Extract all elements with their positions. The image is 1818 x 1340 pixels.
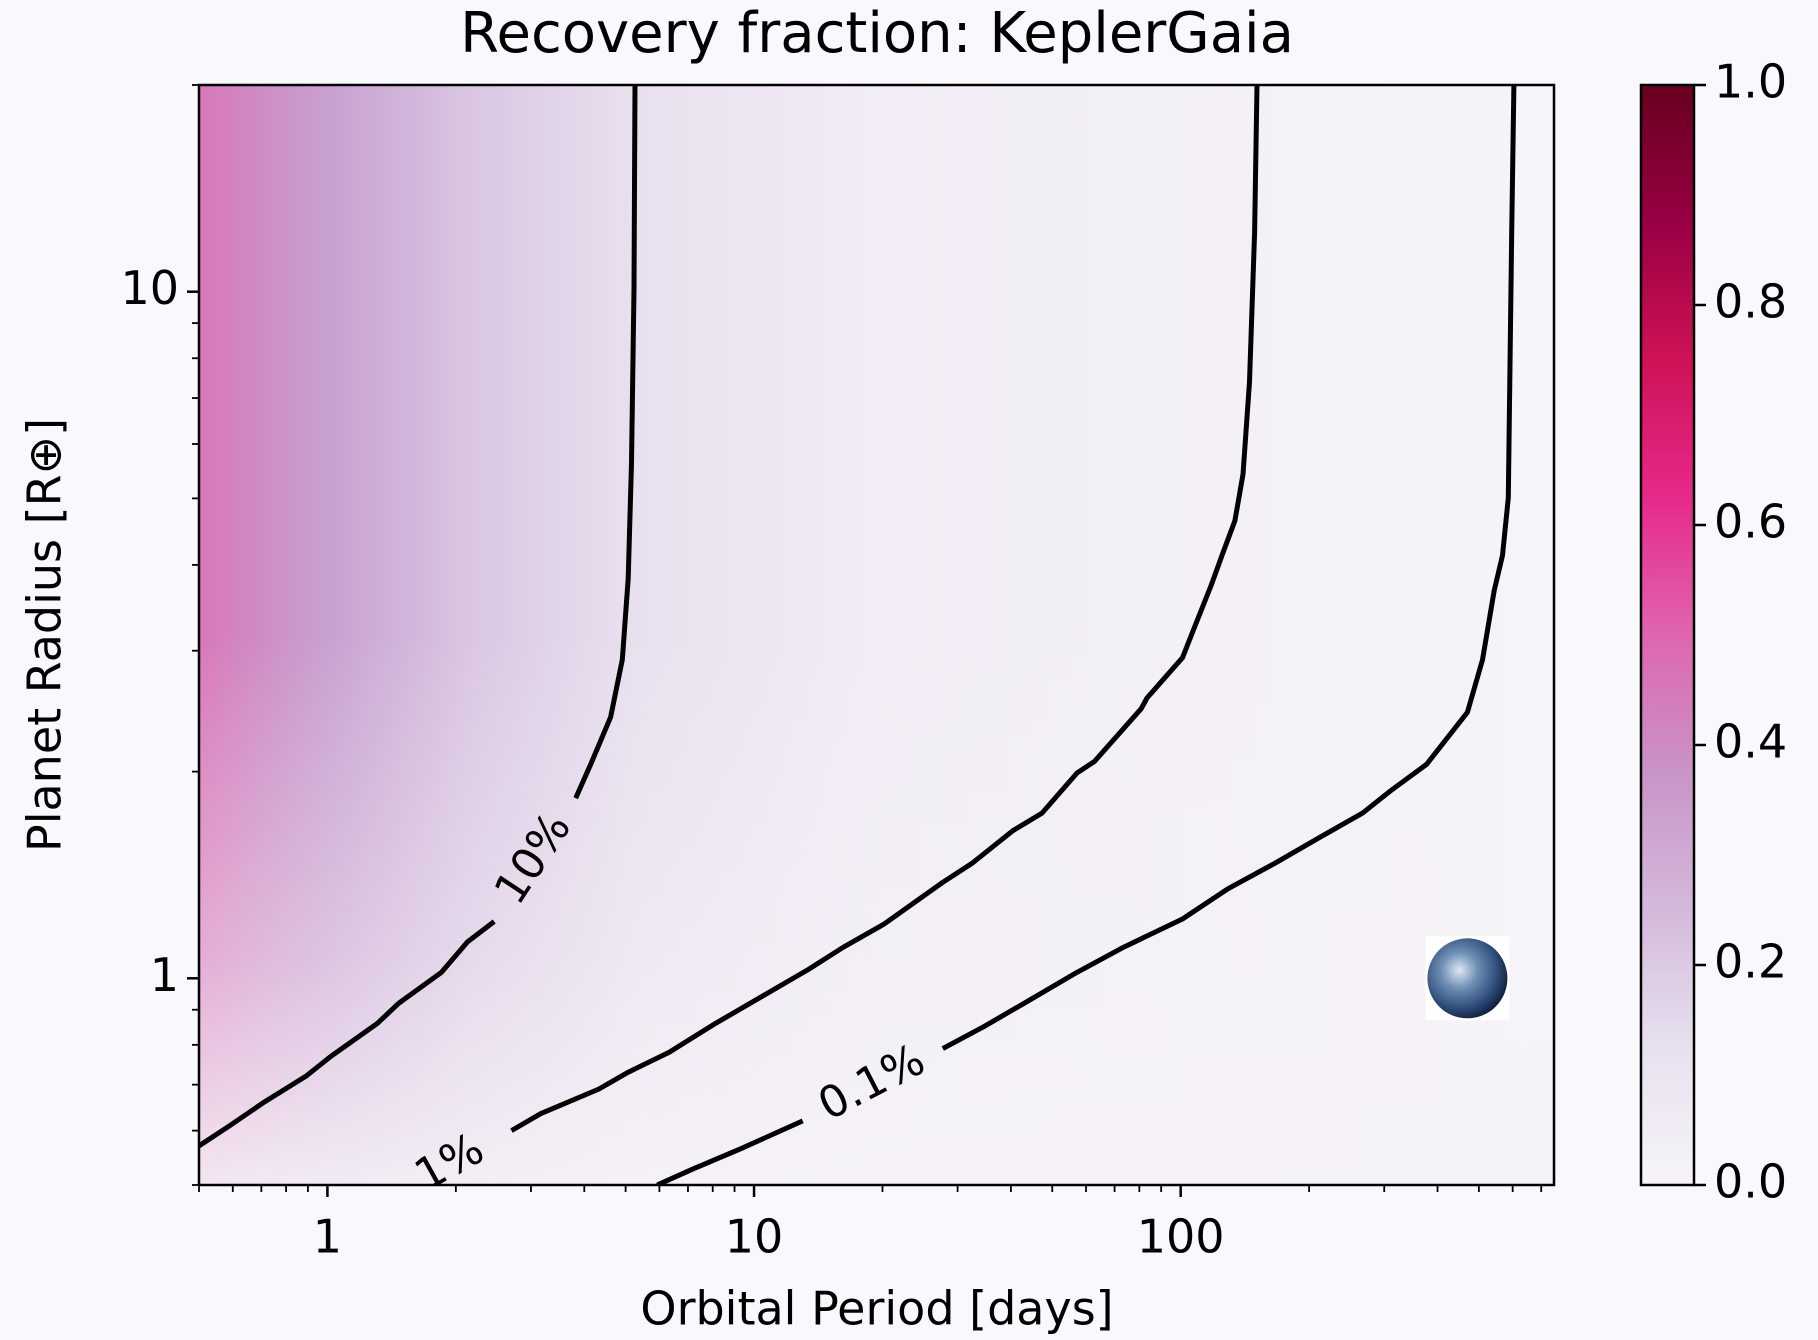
recovery-field-shade bbox=[199, 85, 1554, 1185]
y-axis-label: Planet Radius [R⊕] bbox=[18, 418, 72, 852]
x-tick-label: 10 bbox=[725, 1210, 784, 1264]
axes-frame bbox=[197, 83, 1556, 1187]
colorbar-tick-label: 0.4 bbox=[1714, 715, 1787, 769]
contour-line bbox=[199, 85, 638, 1148]
colorbar-tick-label: 0.2 bbox=[1714, 935, 1787, 989]
x-tick-label: 100 bbox=[1137, 1210, 1225, 1264]
colorbar-tick-label: 0.0 bbox=[1714, 1155, 1787, 1209]
colorbar-tick-label: 0.6 bbox=[1714, 495, 1787, 549]
plot-area bbox=[199, 85, 1554, 1185]
earth bbox=[1427, 938, 1508, 1019]
x-axis-label: Orbital Period [days] bbox=[640, 1282, 1113, 1336]
y-tick-label: 10 bbox=[120, 261, 179, 315]
colorbar-tick-label: 1.0 bbox=[1714, 55, 1787, 109]
x-tick-label: 1 bbox=[313, 1210, 342, 1264]
y-tick-label: 1 bbox=[150, 948, 179, 1002]
contour-line bbox=[510, 85, 1260, 1133]
colorbar-tick-label: 0.8 bbox=[1714, 275, 1787, 329]
colorbar bbox=[1639, 83, 1696, 1187]
contour-line bbox=[656, 85, 1517, 1185]
chart-title: Recovery fraction: KeplerGaia bbox=[460, 1, 1294, 66]
